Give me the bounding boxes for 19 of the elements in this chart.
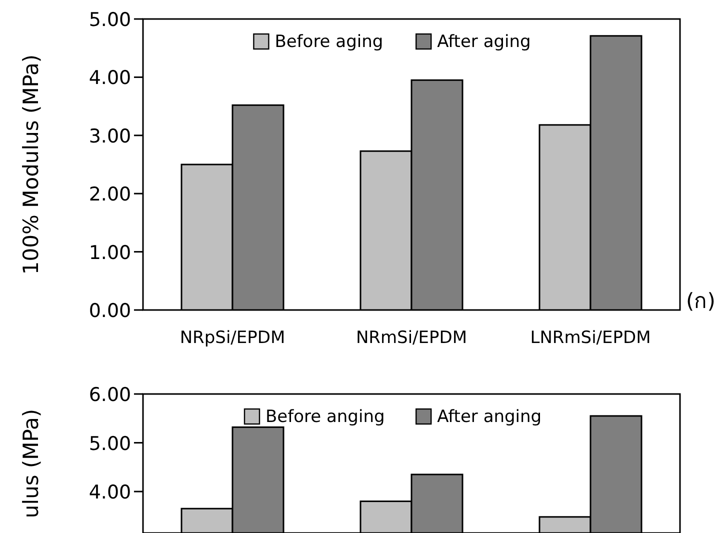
- y-tick-label: 6.00: [88, 384, 132, 406]
- y-axis-title: 100% Modulus (MPa): [19, 54, 43, 275]
- y-tick-label: 1.00: [88, 242, 132, 264]
- y-tick-label: 3.00: [88, 125, 132, 148]
- y-axis-title: ulus (MPa): [19, 408, 43, 518]
- y-tick-label: 5.00: [88, 432, 132, 455]
- y-tick-label: 5.00: [88, 9, 132, 31]
- y-tick-label: 2.00: [88, 184, 132, 206]
- x-tick-label: NRmSi/EPDM: [356, 328, 468, 348]
- text: (ก): [686, 289, 716, 313]
- x-tick-label: LNRmSi/EPDM: [530, 328, 651, 348]
- y-tick-label: 0.00: [88, 300, 132, 322]
- legend-label: After aging: [437, 32, 531, 52]
- legend-label: Before anging: [266, 407, 385, 427]
- y-tick-label: 4.00: [88, 67, 132, 90]
- legend-label: Before aging: [274, 32, 384, 52]
- x-tick-label: NRpSi/EPDM: [180, 328, 286, 348]
- y-tick-label: 4.00: [88, 482, 132, 504]
- legend-label: After anging: [437, 407, 542, 427]
